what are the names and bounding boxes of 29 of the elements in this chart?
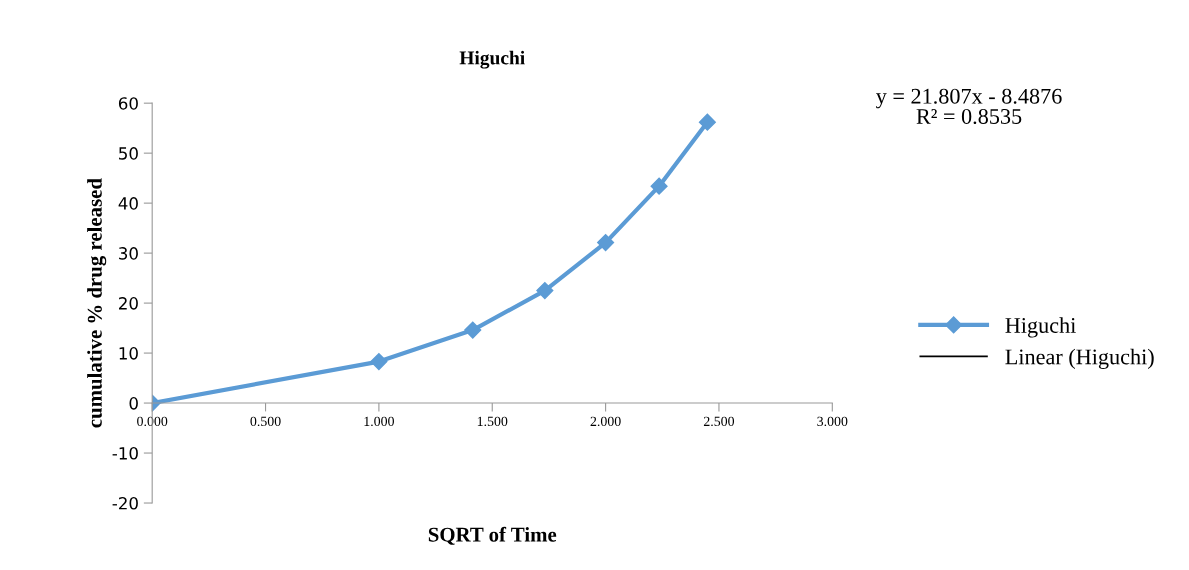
y-tick-label: 30 [119, 247, 138, 260]
x-axis-title: SQRT of Time [428, 526, 557, 545]
y-tick-label: 40 [118, 197, 138, 210]
x-tick-label: 0.500 [250, 416, 281, 427]
text: R² = 0.8535 [916, 108, 1022, 125]
y-tick-label: 20 [119, 297, 138, 310]
y-tick-label: -20 [112, 496, 138, 510]
x-tick-label: 2.000 [590, 416, 621, 427]
text: y = 21.807x - 8.4876 [876, 88, 1062, 109]
legend-label: Linear (Higuchi) [1005, 348, 1154, 369]
x-tick-label: 0.000 [137, 416, 168, 427]
y-axis-title: cumulative % drug released [87, 178, 107, 428]
x-tick-label: 1.000 [364, 416, 394, 427]
x-tick-label: 1.500 [477, 416, 508, 427]
legend-label: Higuchi [1005, 317, 1076, 338]
point [370, 353, 388, 371]
y-tick-label: 0 [129, 397, 138, 410]
y-tick-label: 60 [118, 97, 138, 110]
x-tick-label: 2.500 [703, 416, 735, 427]
point [650, 177, 668, 195]
y-tick-label: 10 [119, 347, 138, 360]
x-tick-label: 3.000 [817, 416, 848, 427]
y-tick-label: -10 [112, 447, 138, 460]
chart-title: Higuchi [459, 50, 525, 69]
point [536, 282, 554, 300]
point [597, 234, 615, 252]
point [464, 321, 482, 339]
y-tick-label: 50 [119, 147, 138, 160]
point [698, 113, 716, 131]
